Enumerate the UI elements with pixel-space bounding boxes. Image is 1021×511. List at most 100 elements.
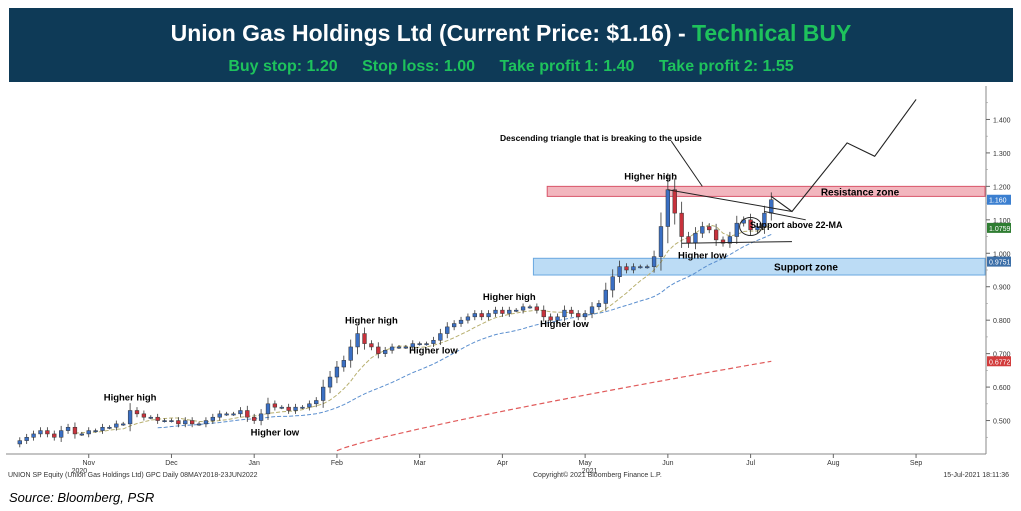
candle-body — [31, 433, 36, 438]
candle-body — [300, 406, 305, 409]
y-axis: 0.500 0.600 0.700 0.800 0.900 1.000 1.100 1.200… — [985, 86, 1011, 454]
ma-short-line — [74, 223, 772, 434]
candle-body — [603, 289, 608, 304]
chart-footer-center: Copyright© 2021 Bloomberg Finance L.P. — [533, 471, 662, 479]
candle-body — [576, 313, 581, 318]
candle-body — [527, 306, 533, 309]
higher-low-label-4: Higher low — [678, 250, 727, 261]
resistance-zone — [546, 185, 986, 197]
price-tag-label: 1.160 — [989, 198, 1007, 205]
higher-low-label-3: Higher low — [540, 319, 589, 330]
candle-body — [672, 189, 677, 214]
candle-body — [465, 316, 471, 321]
candle-body — [686, 236, 691, 244]
candle-body — [479, 313, 484, 318]
candle-body — [389, 346, 395, 351]
candle-body — [341, 360, 346, 368]
candle-body — [203, 420, 209, 425]
candle-body — [520, 306, 526, 311]
price-chart: 0.500 0.600 0.700 0.800 0.900 1.000 1.100 1.200… — [6, 86, 1011, 479]
candle-body — [431, 340, 436, 344]
projection-path — [770, 99, 917, 213]
candle-body — [100, 426, 105, 431]
x-year-label: 2020 — [72, 468, 88, 475]
take-profit-1: Take profit 1: 1.40 — [499, 58, 635, 75]
candle-body — [141, 413, 147, 418]
candle-body — [258, 413, 264, 421]
candle-body — [700, 226, 705, 234]
candle-body — [486, 313, 491, 318]
candle-body — [107, 426, 112, 429]
candle-body — [424, 343, 429, 346]
candle-body — [224, 413, 229, 416]
candle-body — [334, 366, 340, 378]
support-zone — [532, 257, 986, 276]
candle-body — [79, 433, 84, 436]
candle-body — [507, 309, 512, 314]
candle-body — [210, 416, 215, 421]
price-tag-label: 1.0759 — [989, 226, 1011, 233]
candle-body — [176, 420, 181, 425]
y-tick-label: 1.000 — [993, 251, 1011, 258]
candle-body — [417, 343, 422, 346]
candle-body — [59, 430, 64, 438]
candle-body — [252, 416, 257, 421]
chart-footer-right: 15-Jul-2021 18:11:36 — [943, 472, 1009, 479]
price-tag — [987, 222, 1011, 233]
y-tick-label: 1.400 — [993, 117, 1011, 124]
candle-body — [148, 416, 153, 419]
candle-body — [17, 440, 22, 445]
candle-body — [162, 420, 167, 422]
candle-body — [679, 212, 684, 237]
candle-body — [769, 199, 774, 214]
ma-long-line — [336, 360, 772, 452]
x-tick-label: Jan — [249, 460, 260, 467]
higher-low-label-1: Higher low — [251, 428, 300, 439]
annotation-drawings-layer — [667, 99, 917, 244]
x-tick-label: Sep — [910, 460, 923, 467]
candle-body — [658, 226, 664, 257]
candle-body — [272, 403, 278, 408]
higher-high-label-4: Higher high — [624, 172, 677, 183]
resistance-zone-label: Resistance zone — [821, 187, 900, 198]
buy-stop: Buy stop: 1.20 — [228, 58, 338, 75]
candle-body — [748, 219, 753, 231]
candle-body — [645, 266, 650, 269]
candle-body — [279, 406, 284, 409]
candle-body — [293, 406, 298, 411]
candle-body — [445, 326, 450, 334]
candle-body — [610, 276, 615, 291]
candle-body — [569, 309, 574, 314]
candle-body — [190, 420, 195, 425]
price-tag — [987, 256, 1011, 267]
chart-footer-left: UNION SP Equity (Union Gas Holdings Ltd)… — [8, 472, 258, 479]
source-note: Source: Bloomberg, PSR — [9, 490, 155, 505]
candle-body — [38, 430, 43, 435]
price-tag-label: 0.6772 — [989, 359, 1011, 366]
x-tick-label: Dec — [165, 460, 178, 467]
candle-body — [589, 306, 595, 314]
x-tick-label: May — [579, 460, 593, 467]
y-tick-label: 1.200 — [993, 184, 1011, 191]
candle-body — [155, 416, 160, 421]
candle-body — [355, 333, 360, 348]
x-tick-label: Apr — [497, 460, 509, 467]
candle-body — [693, 232, 698, 244]
candle-body — [720, 239, 726, 244]
candle-body — [238, 410, 243, 415]
candle-body — [555, 316, 560, 321]
candle-body — [217, 413, 222, 418]
candle-body — [314, 400, 319, 405]
higher-low-label-2: Higher low — [409, 346, 458, 357]
support-circle — [739, 217, 763, 237]
x-tick-label: Mar — [414, 460, 427, 467]
candle-body — [734, 222, 739, 237]
candle-body — [114, 423, 119, 428]
candle-body — [383, 350, 388, 354]
support-ma-label: Support above 22-MA — [750, 220, 843, 230]
candle-body — [286, 406, 291, 411]
candle-body — [52, 433, 57, 438]
candle-body — [631, 266, 636, 271]
candle-body — [86, 430, 91, 435]
candle-body — [541, 309, 546, 318]
